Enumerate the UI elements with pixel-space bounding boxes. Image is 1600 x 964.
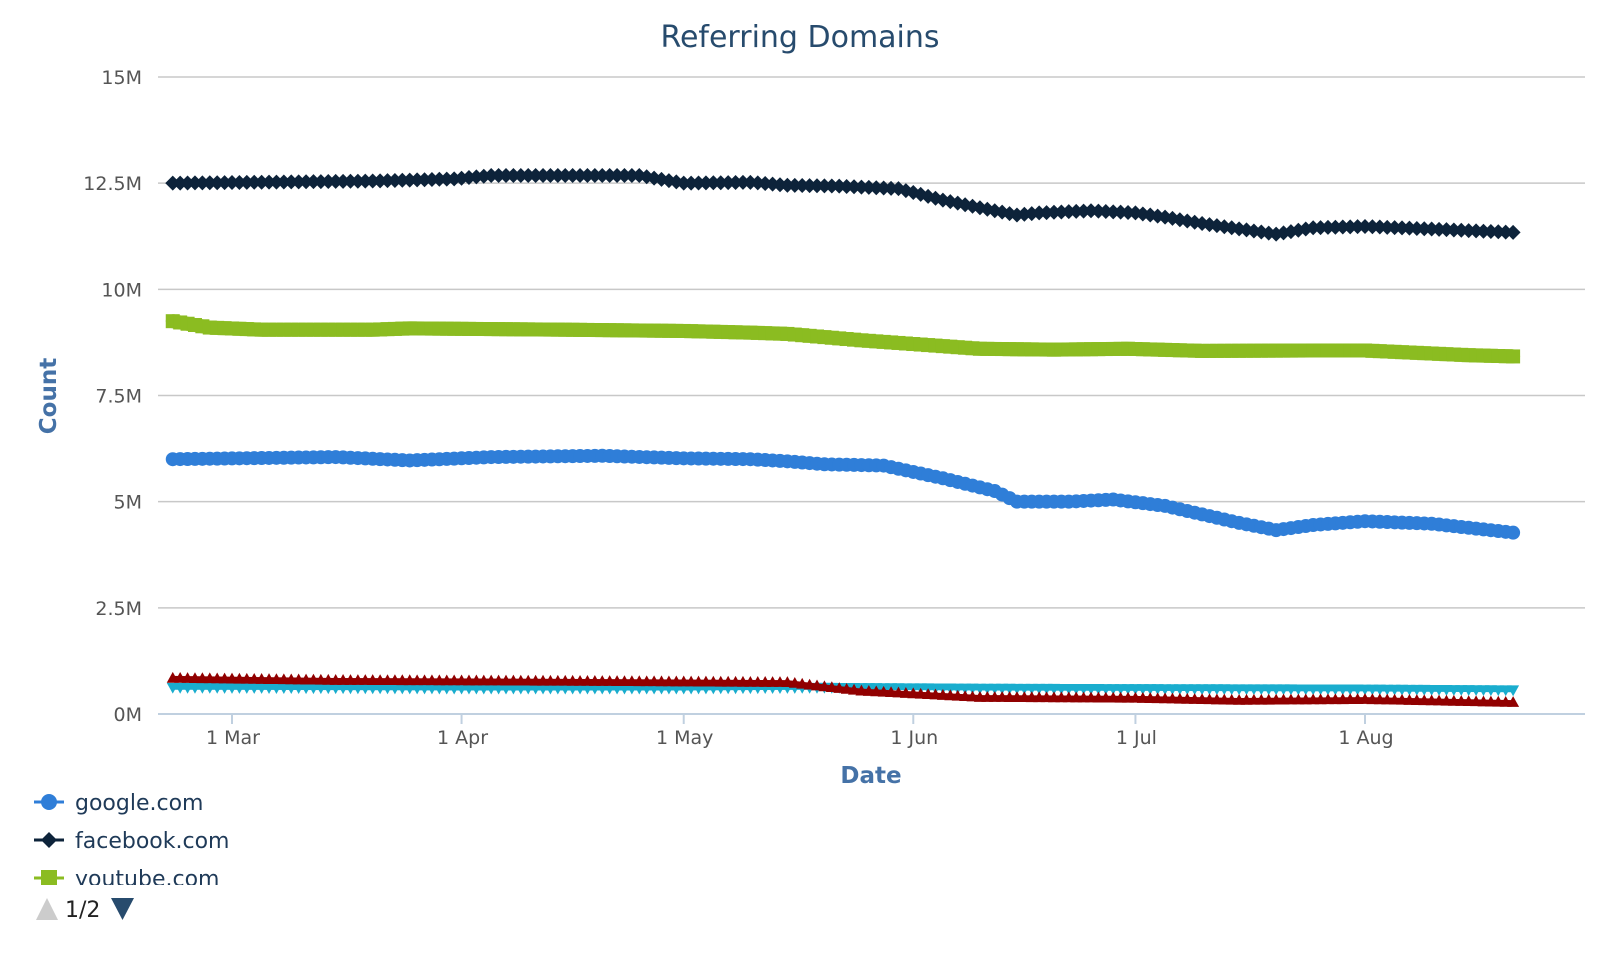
y-axis-label: Count <box>36 358 62 434</box>
x-axis-label: Date <box>840 763 901 789</box>
x-tick-label: 1 Jun <box>890 727 938 749</box>
x-tick-label: 1 Aug <box>1338 727 1393 749</box>
data-point <box>855 684 868 696</box>
legend-marker-square-icon <box>41 870 57 885</box>
data-point <box>1507 696 1520 707</box>
y-tick-label: 2.5M <box>95 598 142 620</box>
series-unnamed-3 <box>166 671 1520 707</box>
data-point <box>1506 525 1521 540</box>
data-point <box>1505 224 1521 240</box>
legend-label: google.com <box>75 791 203 816</box>
data-point <box>848 683 861 695</box>
data-point <box>966 690 979 702</box>
data-point <box>862 685 875 696</box>
chart-title: Referring Domains <box>660 20 939 55</box>
data-point <box>788 676 801 688</box>
data-point <box>796 677 809 689</box>
data-point <box>803 678 816 690</box>
x-tick-label: 1 May <box>656 727 713 749</box>
series-facebook-com <box>165 168 1521 242</box>
y-tick-label: 7.5M <box>95 386 142 408</box>
data-point <box>840 682 853 694</box>
data-point <box>907 687 920 699</box>
data-point <box>914 687 927 699</box>
data-point <box>944 689 957 701</box>
legend-label: youtube.com <box>75 867 219 892</box>
series-group <box>165 168 1521 707</box>
legend-pager: 1/2 <box>36 898 134 923</box>
data-point <box>929 688 942 700</box>
data-point <box>892 686 905 698</box>
y-tick-label: 0M <box>114 704 142 726</box>
x-axis-ticks: 1 Mar 1 Apr 1 May 1 Jun 1 Jul 1 Aug <box>206 714 1394 749</box>
x-tick-label: 1 Jul <box>1116 727 1157 749</box>
data-point <box>870 685 883 697</box>
legend-marker-circle-icon <box>41 794 57 810</box>
legend-label: facebook.com <box>75 829 229 854</box>
data-point <box>811 679 824 691</box>
data-point <box>936 689 949 700</box>
series-google-com <box>165 448 1521 540</box>
data-point <box>833 682 846 693</box>
data-point <box>818 680 831 692</box>
legend: google.com facebook.com youtube.com <box>34 791 229 892</box>
y-tick-label: 5M <box>114 492 142 514</box>
series-youtube-com <box>165 314 1521 364</box>
x-tick-label: 1 Mar <box>206 727 260 749</box>
legend-marker-diamond-icon <box>41 832 57 848</box>
x-tick-label: 1 Apr <box>437 727 488 749</box>
y-tick-label: 12.5M <box>83 173 142 195</box>
y-tick-label: 10M <box>101 279 142 301</box>
data-point <box>877 685 890 697</box>
arrow-down-icon[interactable] <box>111 898 134 920</box>
y-tick-label: 15M <box>101 67 142 89</box>
series-unnamed-4 <box>166 682 1520 697</box>
data-point <box>885 686 898 698</box>
data-point <box>1283 224 1299 240</box>
data-point <box>899 687 912 698</box>
data-point <box>1507 685 1520 697</box>
data-point <box>922 688 935 700</box>
arrow-up-icon[interactable] <box>36 898 58 920</box>
data-point <box>959 690 972 702</box>
legend-item-facebook-com[interactable]: facebook.com <box>34 829 229 854</box>
data-point <box>951 689 964 701</box>
data-point <box>825 681 838 693</box>
legend-item-google-com[interactable]: google.com <box>34 791 203 816</box>
data-point <box>1506 349 1521 364</box>
y-axis-ticks: 0M 2.5M 5M 7.5M 10M 12.5M 15M <box>83 67 142 726</box>
data-point <box>781 676 794 687</box>
legend-item-youtube-com[interactable]: youtube.com <box>34 867 219 892</box>
legend-page-indicator: 1/2 <box>65 898 100 923</box>
